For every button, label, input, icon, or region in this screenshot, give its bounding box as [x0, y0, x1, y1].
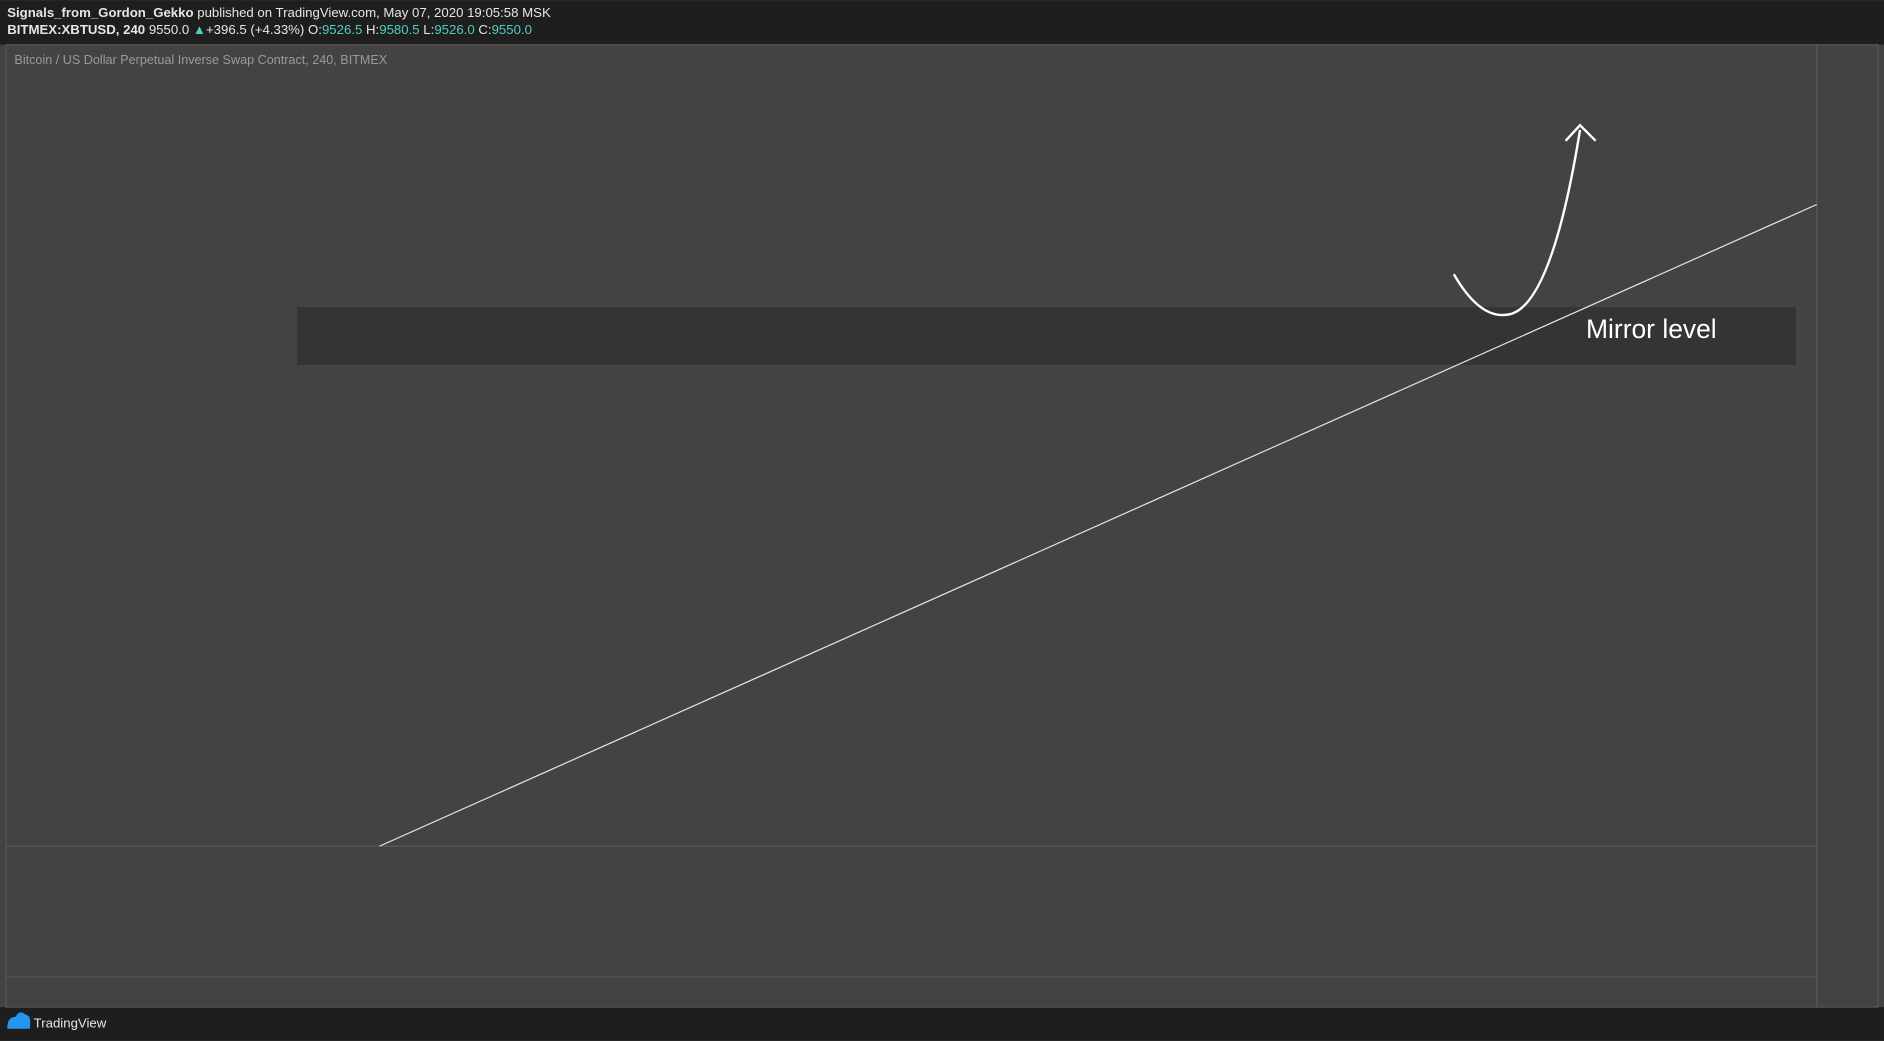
- l-label: L:: [423, 22, 434, 37]
- arrow-drawing: [1452, 123, 1597, 317]
- up-arrow: ▲: [193, 22, 206, 37]
- mirror-zone: [297, 307, 1796, 365]
- published: published on TradingView.com, May 07, 20…: [197, 5, 551, 20]
- brand[interactable]: TradingView: [34, 1016, 107, 1031]
- c-value: 9550.0: [492, 22, 532, 37]
- change: +396.5 (+4.33%): [206, 22, 304, 37]
- l-value: 9526.0: [434, 22, 474, 37]
- o-label: O:: [308, 22, 322, 37]
- last: 9550.0: [149, 22, 189, 37]
- h-label: H:: [366, 22, 379, 37]
- c-label: C:: [478, 22, 491, 37]
- header-line: Signals_from_Gordon_Gekko published on T…: [7, 5, 551, 20]
- author: Signals_from_Gordon_Gekko: [7, 5, 193, 20]
- symbol: BITMEX:XBTUSD, 240: [7, 22, 145, 37]
- header-bar: [0, 0, 1884, 45]
- h-value: 9580.5: [379, 22, 419, 37]
- brand-logo: [7, 1012, 31, 1029]
- symbol-line: BITMEX:XBTUSD, 240 9550.0 ▲+396.5 (+4.33…: [7, 22, 532, 37]
- trend-line: [379, 203, 1817, 847]
- chart-title: Bitcoin / US Dollar Perpetual Inverse Sw…: [14, 53, 387, 67]
- o-value: 9526.5: [322, 22, 362, 37]
- chart-frame: [5, 44, 1879, 1008]
- footer-bar: [0, 1007, 1884, 1041]
- annotation: Mirror level: [1586, 314, 1717, 344]
